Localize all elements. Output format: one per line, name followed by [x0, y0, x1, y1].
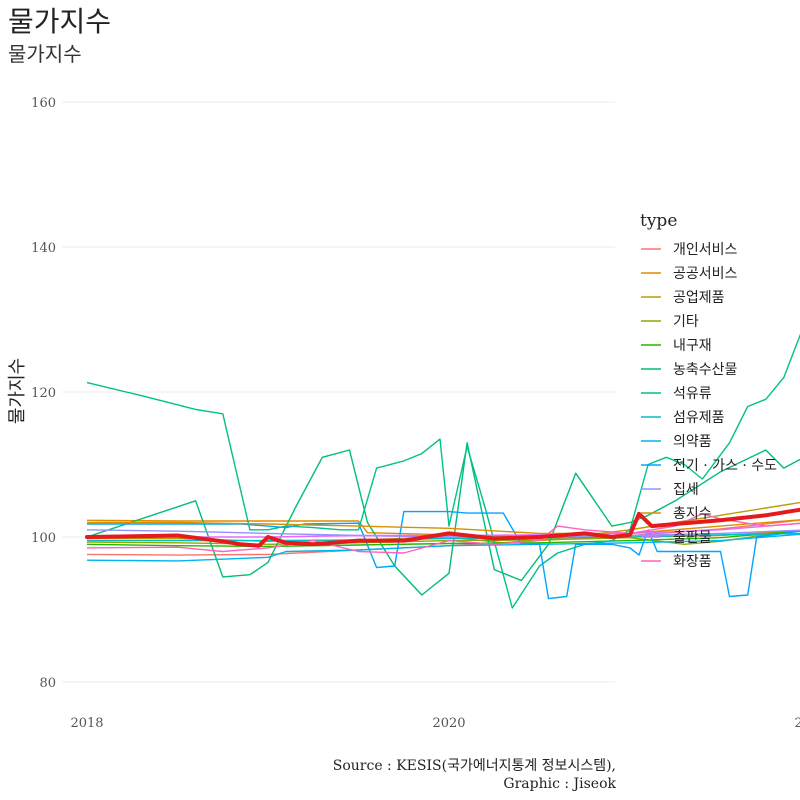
series-line-8	[86, 533, 800, 562]
legend-label-0: 개인서비스	[673, 242, 738, 258]
caption-graphic: Graphic : Jiseok	[503, 776, 616, 792]
series-line-5	[86, 442, 800, 596]
y-tick-label-140: 140	[31, 241, 56, 256]
chart-caption: Source : KESIS(국가에너지통계 정보시스템), Graphic :…	[333, 757, 616, 793]
x-tick-label-2020: 2020	[432, 716, 465, 731]
caption-source: Source : KESIS(국가에너지통계 정보시스템),	[332, 758, 616, 774]
legend-label-8: 의약품	[673, 434, 712, 450]
legend-label-5: 농축수산물	[673, 362, 738, 378]
legend-label-13: 화장품	[673, 554, 712, 570]
x-tick-label-2018: 2018	[70, 716, 103, 731]
highlight-line	[85, 507, 800, 548]
y-tick-label-80: 80	[39, 676, 56, 691]
y-tick-label-100: 100	[31, 531, 56, 546]
y-tick-label-160: 160	[31, 96, 56, 111]
x-tick-label-2022: 2022	[794, 716, 800, 731]
legend-label-11: 총지수	[673, 506, 712, 522]
legend: type 개인서비스공공서비스공업제품기타내구재농축수산물석유류섬유제품의약품전…	[640, 211, 777, 570]
legend-label-9: 전기 · 가스 · 수도	[673, 458, 777, 474]
legend-label-6: 석유류	[673, 386, 712, 402]
legend-label-2: 공업제품	[673, 290, 725, 306]
x-axis-ticks: 2018 2020 2022	[70, 716, 800, 731]
legend-label-1: 공공서비스	[673, 266, 738, 282]
chart-subtitle: 물가지수	[8, 42, 82, 66]
series-line-6	[86, 333, 800, 609]
series-line-11	[87, 519, 800, 535]
chart-title: 물가지수	[8, 5, 112, 38]
y-tick-label-120: 120	[31, 386, 56, 401]
series-line-2	[87, 501, 800, 544]
y-axis-ticks: 80 100 120 140 160	[31, 96, 56, 691]
legend-label-3: 기타	[673, 314, 699, 330]
series-line-9	[87, 510, 800, 600]
legend-label-12: 출판물	[673, 530, 712, 546]
highlight-series-line	[85, 507, 800, 548]
legend-label-4: 내구재	[673, 338, 712, 354]
series-line-10	[86, 529, 800, 538]
grid-lines	[62, 101, 615, 683]
legend-title: type	[640, 211, 677, 231]
legend-label-7: 섬유제품	[673, 410, 725, 426]
y-axis-title: 물가지수	[7, 358, 28, 424]
series-line-0	[86, 519, 800, 556]
legend-label-10: 집세	[673, 482, 699, 498]
